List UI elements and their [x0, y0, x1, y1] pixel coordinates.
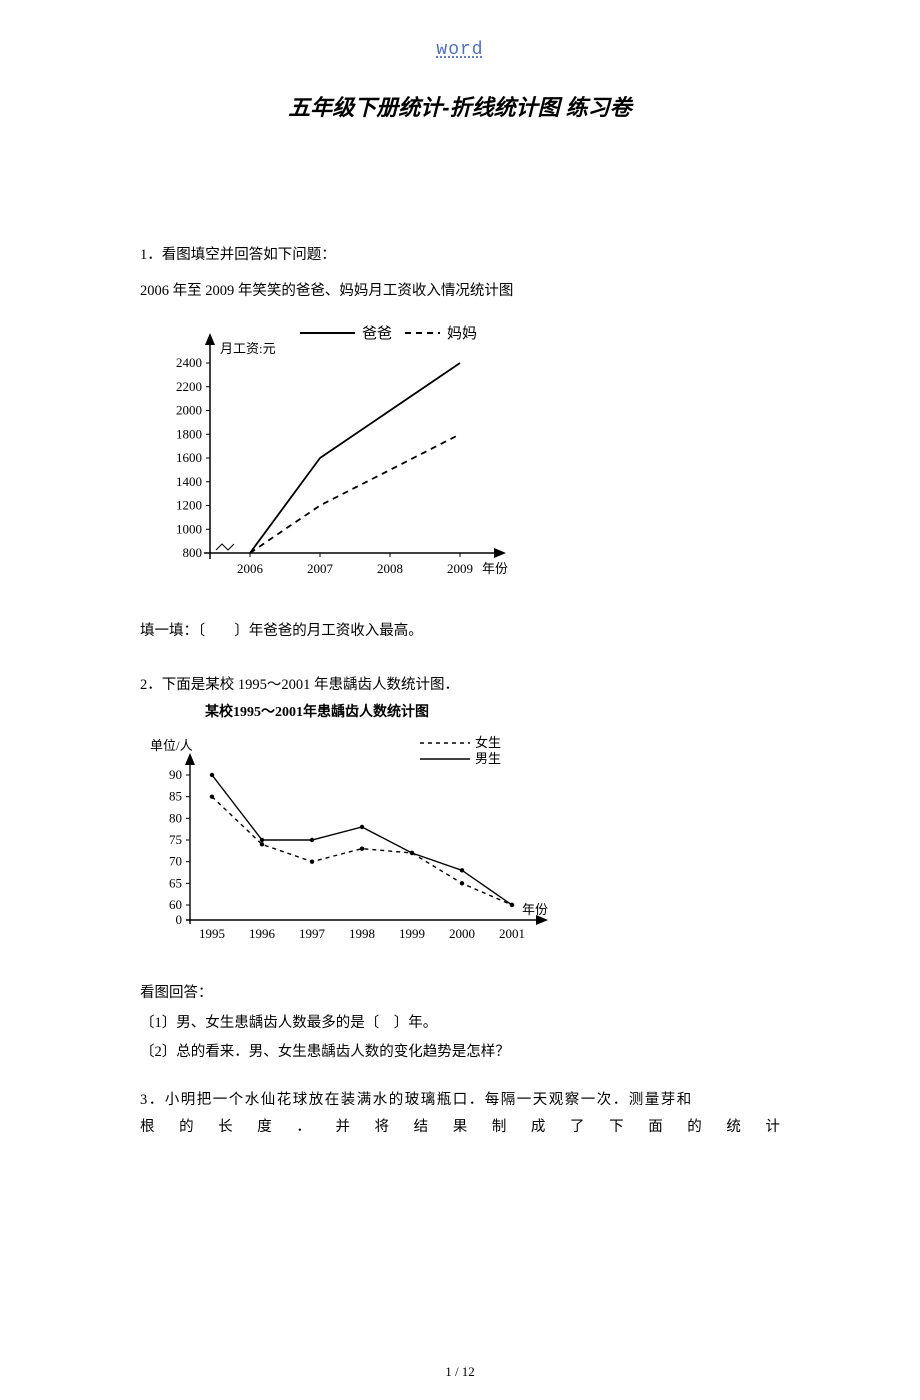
svg-text:男生: 男生	[475, 751, 501, 766]
svg-text:75: 75	[169, 832, 182, 847]
svg-text:1999: 1999	[399, 926, 425, 941]
svg-text:70: 70	[169, 854, 182, 869]
page: word 五年级下册统计-折线统计图 练习卷 1．看图填空并回答如下问题： 20…	[0, 0, 920, 1400]
svg-text:1997: 1997	[299, 926, 326, 941]
svg-text:2000: 2000	[176, 403, 202, 418]
svg-text:女生: 女生	[475, 735, 501, 750]
svg-text:1000: 1000	[176, 521, 202, 536]
svg-text:80: 80	[169, 811, 182, 826]
svg-text:2200: 2200	[176, 379, 202, 394]
page-title: 五年级下册统计-折线统计图 练习卷	[140, 90, 780, 122]
q1-chart: 爸爸 妈妈 800 1000 1200 1400 1600 1800 2000 2200 2400 月…	[140, 313, 540, 598]
svg-text:2008: 2008	[377, 561, 403, 576]
svg-text:爸爸: 爸爸	[362, 325, 392, 342]
q2-chart-title: 某校1995～2001年患龋齿人数统计图	[205, 701, 780, 721]
q2-chart: 单位/人女生男生年份060657075808590199519961997199…	[140, 725, 540, 960]
svg-text:1996: 1996	[249, 926, 276, 941]
svg-text:90: 90	[169, 767, 182, 782]
svg-text:年份: 年份	[482, 561, 508, 576]
svg-text:2007: 2007	[307, 561, 334, 576]
q3-line1: 3．小明把一个水仙花球放在装满水的玻璃瓶口．每隔一天观察一次．测量芽和	[140, 1087, 780, 1115]
svg-text:2400: 2400	[176, 355, 202, 370]
q2-sub2: 〔2〕总的看来．男、女生患龋齿人数的变化趋势是怎样？	[140, 1039, 780, 1067]
svg-text:0: 0	[176, 912, 183, 927]
svg-text:1998: 1998	[349, 926, 375, 941]
svg-text:年份: 年份	[522, 902, 548, 917]
svg-text:2001: 2001	[499, 926, 525, 941]
svg-text:85: 85	[169, 789, 182, 804]
svg-text:1600: 1600	[176, 450, 202, 465]
q2-sub-heading: 看图回答：	[140, 980, 780, 1008]
svg-text:单位/人: 单位/人	[150, 738, 193, 753]
header-word: word	[140, 40, 780, 60]
svg-text:月工资:元: 月工资:元	[220, 341, 276, 356]
q2-prompt: 2．下面是某校 1995～2001 年患龋齿人数统计图．	[140, 672, 780, 700]
svg-text:60: 60	[169, 897, 182, 912]
q1-fill: 填一填：〔 〕年爸爸的月工资收入最高。	[140, 618, 780, 646]
q2-sub1: 〔1〕男、女生患龋齿人数最多的是〔 〕年。	[140, 1010, 780, 1038]
svg-text:1995: 1995	[199, 926, 225, 941]
svg-text:2000: 2000	[449, 926, 475, 941]
svg-text:妈妈: 妈妈	[447, 325, 477, 342]
svg-text:1400: 1400	[176, 474, 202, 489]
page-footer: 1 / 12	[0, 1364, 920, 1380]
q3-line2: 根 的 长 度 ． 并 将 结 果 制 成 了 下 面 的 统 计	[140, 1114, 780, 1142]
svg-text:2006: 2006	[237, 561, 264, 576]
svg-text:1200: 1200	[176, 498, 202, 513]
svg-text:2009: 2009	[447, 561, 473, 576]
svg-text:800: 800	[183, 545, 203, 560]
svg-text:65: 65	[169, 876, 182, 891]
svg-text:1800: 1800	[176, 426, 202, 441]
q1-prompt: 1．看图填空并回答如下问题：	[140, 242, 780, 270]
q1-caption: 2006 年至 2009 年笑笑的爸爸、妈妈月工资收入情况统计图	[140, 278, 780, 306]
